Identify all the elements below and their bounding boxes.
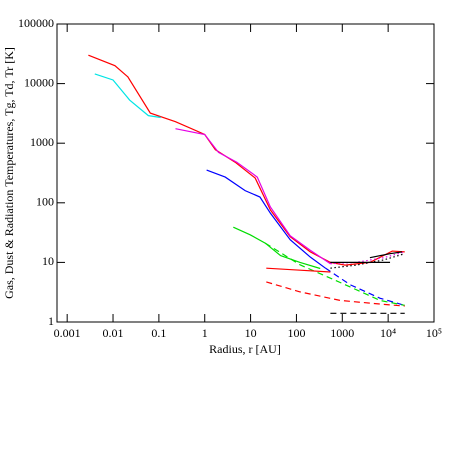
series-line: [206, 169, 326, 269]
series-line: [266, 267, 331, 273]
x-tick-label: 0.001: [54, 326, 81, 340]
y-tick-label: 10000: [24, 75, 54, 89]
x-tick-label: 10: [245, 326, 257, 340]
x-tick-label: 1: [202, 326, 208, 340]
x-tick-label: 0.01: [103, 326, 124, 340]
series-line: [88, 54, 405, 266]
series-line: [330, 253, 405, 269]
y-tick-label: 100: [36, 195, 54, 209]
series-line: [175, 128, 331, 265]
plot-frame: [56, 23, 435, 323]
x-axis-label: Radius, r [AU]: [209, 342, 281, 356]
series-line: [330, 251, 405, 265]
series-line: [325, 267, 405, 306]
x-tick-label: 1000: [330, 326, 354, 340]
y-axis-label: Gas, Dust & Radiation Temperatures, Tg, …: [2, 47, 16, 299]
series-line: [266, 281, 405, 307]
series-line: [94, 73, 161, 119]
series-line: [233, 226, 321, 270]
y-tick-label: 10: [42, 254, 54, 268]
x-tick-label: 0.1: [151, 326, 166, 340]
y-tick-label: 1000: [30, 135, 54, 149]
x-tick-label: 100: [287, 326, 305, 340]
y-tick-label: 1: [48, 314, 54, 328]
x-tick-label: 10⁴: [380, 326, 396, 340]
x-tick-label: 10⁵: [426, 326, 442, 340]
y-tick-label: 100000: [18, 16, 54, 30]
series-line: [369, 251, 403, 259]
